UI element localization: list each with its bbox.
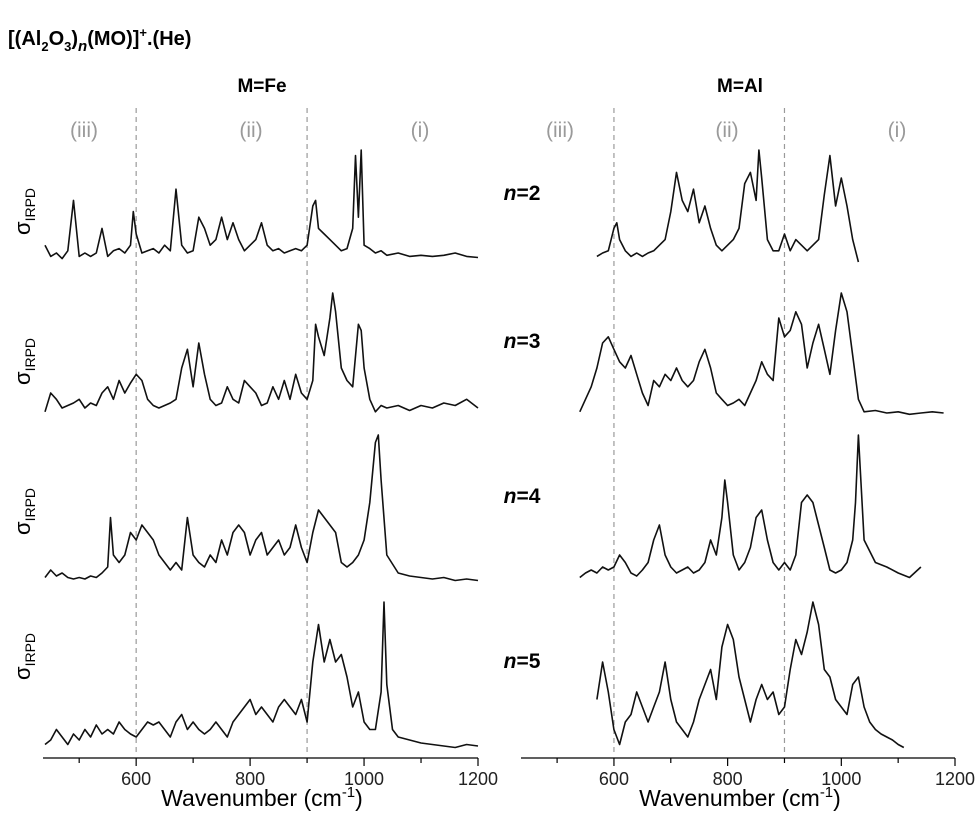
x-tick-label-fe-600: 600 (121, 769, 151, 789)
trace-fe-n2 (44, 149, 479, 260)
region-label-i-al: (i) (888, 119, 907, 142)
spectra-traces (44, 149, 944, 749)
region-label-i-fe: (i) (411, 119, 430, 142)
trace-fe-n4 (44, 434, 479, 582)
trace-fe-n3 (44, 292, 479, 413)
figure-title: [(Al2O3)n(MO)]+.(He) (8, 25, 191, 55)
x-axis-label-al: Wavenumber (cm-1) (639, 784, 841, 811)
x-tick-label-fe-1000: 1000 (344, 769, 384, 789)
row-label-n3: n=3 (504, 330, 541, 353)
trace-al-n3 (579, 292, 944, 416)
region-dividers (135, 108, 786, 756)
x-tick-label-al-800: 800 (713, 769, 743, 789)
trace-al-n5 (596, 601, 905, 749)
region-label-iii-fe: (iii) (70, 119, 98, 142)
x-tick-label-al-1200: 1200 (935, 769, 975, 789)
row-label-n2: n=2 (504, 182, 541, 205)
region-label-iii-al: (iii) (546, 119, 574, 142)
x-tick-label-fe-800: 800 (235, 769, 265, 789)
y-label-row-1: σIRPD (10, 188, 38, 235)
region-label-ii-al: (ii) (715, 119, 738, 142)
row-label-n4: n=4 (504, 485, 541, 508)
trace-fe-n5 (44, 601, 479, 749)
row-label-n5: n=5 (504, 650, 541, 673)
panel-title-al: M=Al (717, 76, 763, 97)
y-label-row-3: σIRPD (10, 488, 38, 535)
y-label-row-4: σIRPD (10, 633, 38, 680)
trace-al-n4 (579, 434, 922, 579)
x-tick-label-al-1000: 1000 (821, 769, 861, 789)
x-axis-label-fe: Wavenumber (cm-1) (161, 784, 363, 811)
y-label-row-2: σIRPD (10, 338, 38, 385)
x-axes: 600 800 1000 1200 600 800 1000 1200 (43, 757, 975, 789)
trace-al-n2 (596, 149, 860, 263)
x-tick-label-fe-1200: 1200 (458, 769, 498, 789)
region-label-ii-fe: (ii) (239, 119, 262, 142)
x-tick-label-al-600: 600 (599, 769, 629, 789)
panel-title-fe: M=Fe (237, 76, 286, 97)
